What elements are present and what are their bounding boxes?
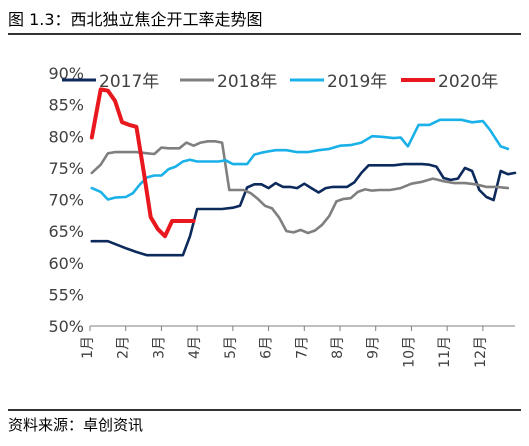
series-line-1 xyxy=(90,162,517,257)
figure-title: 图 1.3：西北独立焦企开工率走势图 xyxy=(8,10,263,29)
x-tick-label: 8月 xyxy=(330,336,346,359)
x-tick-label: 5月 xyxy=(223,336,239,359)
y-tick-label: 55% xyxy=(48,285,84,304)
y-tick-label: 65% xyxy=(48,222,84,241)
source-note: 资料来源：卓创资讯 xyxy=(8,416,144,434)
chart-legend: 2017年 2018年 2019年 2020年 xyxy=(62,72,498,92)
x-tick-label: 9月 xyxy=(366,336,382,359)
x-tick-label: 6月 xyxy=(259,336,275,359)
bottom-divider xyxy=(8,409,521,411)
y-tick-label: 60% xyxy=(48,254,84,273)
chart-series xyxy=(89,87,517,257)
y-tick-label: 50% xyxy=(48,317,84,336)
x-tick-label: 4月 xyxy=(187,336,203,359)
legend-label: 2018年 xyxy=(217,72,277,92)
legend-label: 2017年 xyxy=(99,72,159,92)
y-tick-label: 70% xyxy=(48,191,84,210)
legend-label: 2019年 xyxy=(327,72,387,92)
chart-axes: 50% 55% 60% 65% 70% 75% 80% 85% 90% 1月 2月 3月 4月 5月 6月 7… xyxy=(48,64,515,368)
series-line-3 xyxy=(90,118,510,201)
x-tick-label: 12月 xyxy=(473,336,489,368)
x-tick-label: 1月 xyxy=(80,336,96,359)
y-tick-label: 75% xyxy=(48,159,84,178)
top-divider xyxy=(8,33,521,35)
x-tick-label: 10月 xyxy=(401,336,417,368)
x-tick-label: 3月 xyxy=(151,336,167,359)
x-tick-label: 11月 xyxy=(437,336,453,368)
series-line-2 xyxy=(90,140,510,235)
y-tick-label: 80% xyxy=(48,127,84,146)
legend-label: 2020年 xyxy=(438,72,498,92)
x-tick-label: 2月 xyxy=(116,336,132,359)
series-line-4 xyxy=(89,87,196,239)
y-tick-label: 90% xyxy=(48,64,84,83)
y-tick-label: 85% xyxy=(48,96,84,115)
x-tick-label: 7月 xyxy=(294,336,310,359)
